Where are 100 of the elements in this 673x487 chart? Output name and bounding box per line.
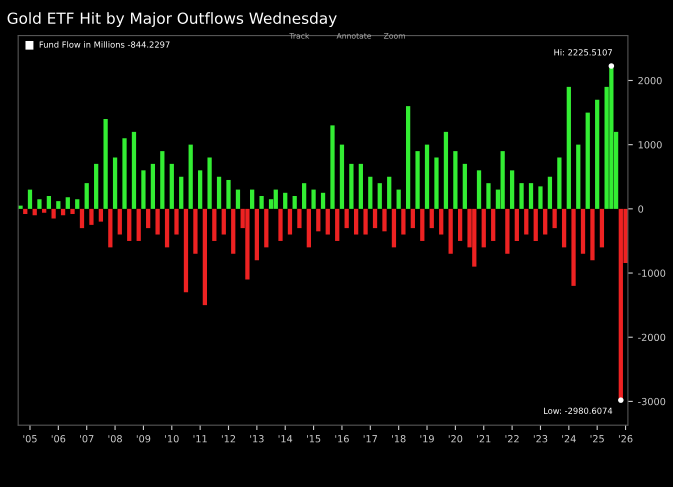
bar [586, 112, 590, 209]
bar [387, 176, 392, 209]
bar [543, 208, 548, 235]
x-tick-label: '24 [562, 435, 576, 442]
x-tick-label: '18 [392, 435, 406, 442]
bar [462, 164, 467, 209]
x-tick-label: '11 [194, 435, 207, 442]
bar [207, 158, 212, 209]
bar [514, 208, 519, 241]
bar [302, 183, 306, 209]
bar [170, 164, 174, 209]
bar [566, 86, 571, 209]
bar [141, 170, 146, 209]
bar [32, 208, 37, 216]
bar [580, 208, 586, 254]
bar [595, 100, 600, 209]
x-tick-label: '08 [108, 435, 122, 442]
bar [259, 196, 264, 209]
y-tick-label: -3000 [638, 398, 666, 406]
bar [160, 151, 164, 209]
x-tick-label: '19 [420, 435, 434, 442]
bar [482, 208, 486, 248]
bar [264, 208, 268, 248]
bar [98, 208, 104, 222]
bar [557, 158, 562, 209]
bar [524, 208, 528, 235]
bar [136, 208, 141, 241]
bar [70, 208, 75, 214]
bar [326, 208, 330, 235]
x-tick-label: '17 [364, 435, 377, 442]
bar [127, 208, 132, 241]
y-tick-label: -1000 [638, 270, 666, 277]
bar [250, 190, 254, 209]
bar [340, 144, 344, 209]
bar [66, 197, 70, 209]
bar [89, 208, 94, 225]
y-tick-label: 0 [638, 205, 644, 213]
x-tick-label: '25 [590, 435, 604, 442]
bar [382, 208, 387, 232]
bar [444, 132, 448, 209]
bar [562, 208, 566, 248]
bar [491, 208, 496, 241]
x-tick-label: '13 [250, 435, 264, 442]
bar [37, 199, 42, 209]
x-tick-label: '21 [477, 435, 490, 442]
x-tick-label: '20 [448, 435, 462, 442]
bar [193, 208, 198, 254]
bar [278, 208, 283, 241]
bar [410, 208, 415, 228]
bar [212, 208, 216, 241]
bar [146, 208, 150, 228]
bar [56, 201, 60, 209]
bar [320, 192, 326, 209]
bar [94, 164, 98, 209]
bar [528, 183, 534, 209]
x-tick-label: '15 [307, 435, 320, 442]
bar [344, 208, 349, 228]
bar [424, 144, 430, 209]
bar [354, 208, 358, 235]
bar [108, 208, 112, 248]
bar [51, 208, 56, 218]
bar [254, 208, 259, 260]
bar [439, 208, 444, 235]
bar [538, 186, 543, 209]
bar [23, 208, 28, 214]
bar [458, 208, 462, 241]
annotation: Low: -2980.6074 [544, 408, 612, 414]
x-tick-label: '06 [52, 435, 66, 442]
bar [216, 176, 222, 209]
bar [548, 176, 552, 209]
bar [590, 208, 595, 260]
x-tick-label: '22 [506, 435, 519, 442]
y-tick-label: 1000 [638, 141, 662, 148]
bar [396, 190, 401, 209]
bar [112, 158, 118, 209]
bar [288, 208, 292, 235]
bar [330, 125, 335, 209]
bar [576, 144, 580, 209]
bar [202, 208, 207, 306]
bar [231, 208, 236, 254]
bar [155, 208, 160, 235]
bar [75, 199, 80, 209]
x-tick-label: '16 [335, 435, 349, 442]
chart-title: Gold ETF Hit by Major Outflows Wednesday [8, 12, 337, 27]
bar [28, 190, 32, 209]
x-tick-label: '12 [222, 435, 236, 442]
bar [378, 183, 382, 209]
bar [363, 208, 368, 235]
bar [552, 208, 557, 228]
x-tick-label: '07 [80, 435, 94, 442]
annotation: Hi: 2225.5107 [554, 49, 612, 56]
bar [420, 208, 424, 241]
x-tick-label: '05 [23, 435, 37, 442]
bar [519, 183, 524, 209]
bar [476, 170, 482, 209]
bar [222, 208, 226, 235]
bar [292, 196, 297, 209]
bar [118, 208, 122, 235]
bar [453, 151, 458, 209]
bar [236, 190, 240, 209]
